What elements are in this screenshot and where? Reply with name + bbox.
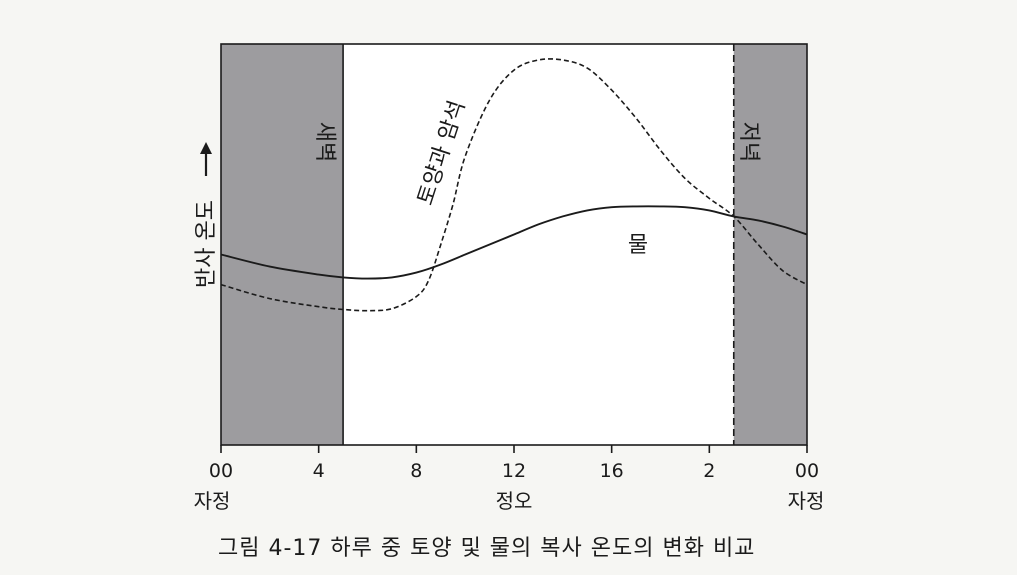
y-axis-label: 반사 온도 [194, 200, 219, 288]
x-sublabel-noon: 정오 [496, 489, 533, 513]
x-axis: 00 4 8 12 16 2 00 [209, 445, 819, 482]
x-sublabel-midnight-end: 자정 [788, 489, 825, 513]
region-label-evening: 저녁 [736, 122, 761, 162]
shaded-region-0 [221, 44, 344, 445]
x-axis-sublabels: 자정 정오 자정 [194, 489, 825, 513]
shaded-region-1 [733, 44, 807, 445]
x-tick-label-4: 16 [600, 460, 624, 482]
x-sublabel-midnight-start: 자정 [194, 489, 231, 513]
series-label-water: 물 [628, 233, 648, 258]
region-labels: 새벽 저녁 [312, 122, 761, 162]
region-label-dawn: 새벽 [312, 122, 337, 162]
figure-caption: 그림 4-17 하루 중 토양 및 물의 복사 온도의 변화 비교 [218, 536, 756, 561]
x-tick-label-3: 12 [502, 460, 526, 482]
series-line-water [220, 205, 808, 280]
x-tick-label-0: 00 [209, 460, 233, 482]
x-tick-label-6: 00 [795, 460, 819, 482]
series-lines [220, 58, 808, 312]
x-tick-label-5: 2 [703, 460, 715, 482]
y-axis-arrow-head [200, 142, 212, 154]
x-tick-label-1: 4 [313, 460, 325, 482]
y-axis-title: 반사 온도 [194, 142, 219, 288]
plot-area [220, 43, 808, 446]
x-tick-label-2: 8 [410, 460, 422, 482]
shaded-regions [221, 44, 807, 445]
series-line-soil-rock [220, 58, 808, 312]
